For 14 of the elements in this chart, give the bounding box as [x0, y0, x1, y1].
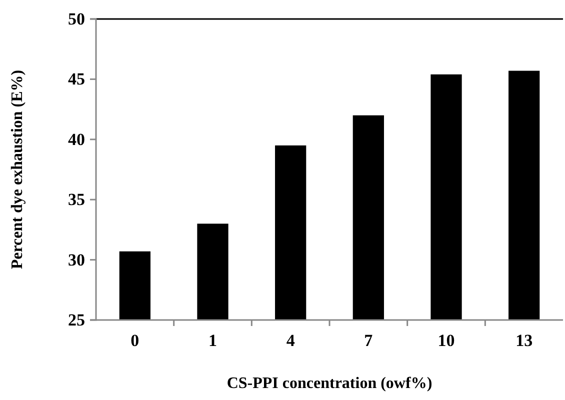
x-tick-label: 1	[208, 331, 217, 350]
x-axis-title: CS-PPI concentration (owf%)	[226, 375, 432, 392]
y-tick-label: 45	[68, 70, 85, 89]
y-tick-label: 30	[68, 250, 85, 270]
x-tick-label: 4	[286, 331, 296, 350]
y-tick-label: 50	[68, 9, 85, 28]
y-axis-title: Percent dye exhaustion (E%)	[9, 70, 26, 270]
x-tick-label: 0	[130, 331, 140, 350]
x-tick-label: 10	[438, 331, 455, 350]
x-tick-label: 13	[516, 331, 533, 350]
y-tick-label: 35	[68, 190, 85, 210]
x-tick-label: 7	[364, 331, 374, 350]
y-tick-label: 25	[68, 310, 85, 330]
y-tick-label: 40	[68, 130, 85, 149]
